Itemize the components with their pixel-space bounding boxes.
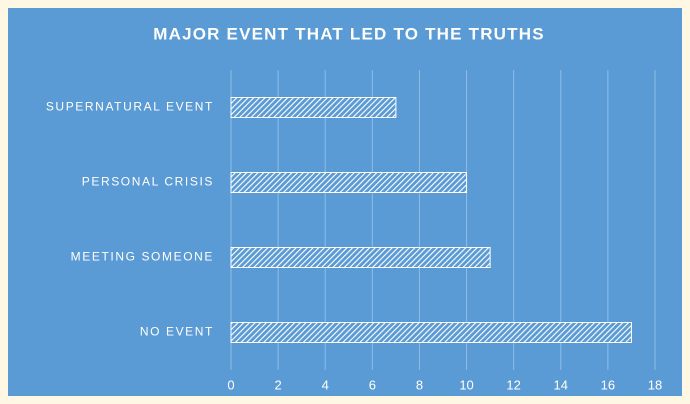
x-tick-label: 4 <box>322 377 329 392</box>
x-tick-label: 14 <box>554 377 568 392</box>
x-tick-label: 8 <box>416 377 423 392</box>
y-tick-label: SUPERNATURAL EVENT <box>46 100 214 114</box>
bar <box>230 322 632 343</box>
chart-title: MAJOR EVENT THAT LED TO THE TRUTHS <box>153 24 545 43</box>
x-tick-label: 10 <box>459 377 473 392</box>
y-tick-label: MEETING SOMEONE <box>71 250 214 264</box>
y-tick-label: NO EVENT <box>140 325 214 339</box>
bar <box>230 97 397 118</box>
x-tick-label: 16 <box>601 377 615 392</box>
y-tick-label: PERSONAL CRISIS <box>82 175 214 189</box>
x-tick-label: 12 <box>506 377 520 392</box>
x-tick-label: 18 <box>648 377 662 392</box>
bar <box>230 247 491 268</box>
x-tick-label: 6 <box>369 377 376 392</box>
bar <box>230 172 468 193</box>
x-tick-label: 2 <box>274 377 281 392</box>
x-tick-label: 0 <box>227 377 234 392</box>
